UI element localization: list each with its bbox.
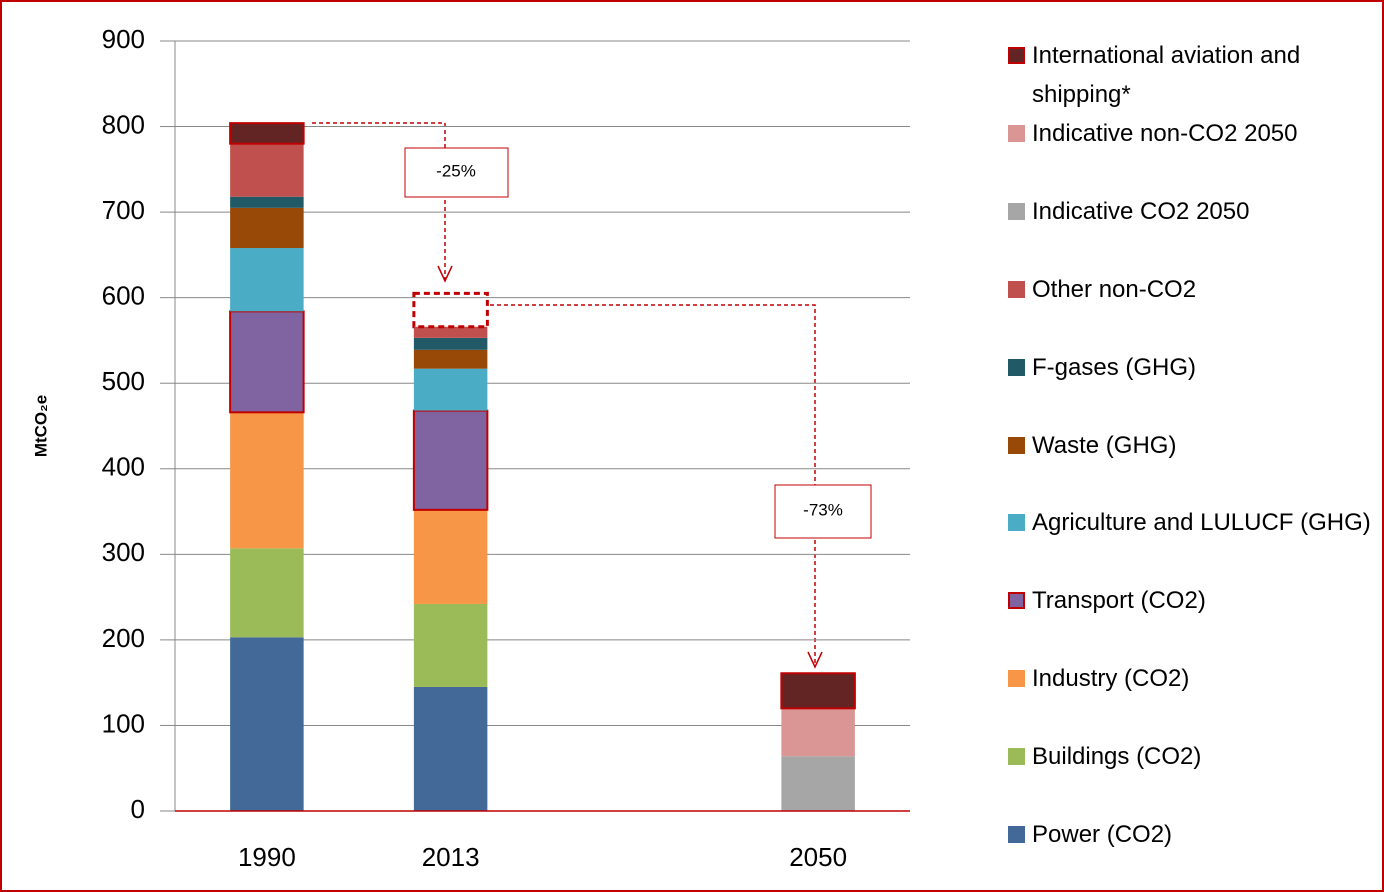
legend-marker [1008,748,1025,766]
legend-marker [1008,47,1025,64]
legend-marker [1008,436,1025,454]
bar-segment [413,326,488,338]
legend-entry: Indicative CO2 2050 [1008,192,1378,231]
arrow-head [807,651,823,669]
arrow [312,122,446,280]
x-tick-label: 1990 [238,842,296,872]
bar-segment [413,603,488,687]
bar-segment [230,637,304,811]
bar-segment [230,196,304,208]
legend-entry: Other non-CO2 [1008,270,1378,309]
legend-label: International aviation and shipping* [1032,42,1301,108]
annotation-box [404,147,509,198]
y-tick-label: 400 [102,452,145,482]
legend-entry: Industry (CO2) [1008,659,1378,698]
annotation-box [774,484,872,539]
y-tick-label: 200 [102,623,145,653]
bar-segment [230,207,304,249]
bar-segment [413,509,488,604]
bar-segment [230,548,304,638]
bar-segment [780,672,856,710]
legend-entry: Agriculture and LULUCF (GHG) [1008,503,1378,542]
legend-label: Agriculture and LULUCF (GHG) [1032,509,1371,537]
legend-entry: F-gases (GHG) [1008,348,1378,387]
annotation: -73% [803,500,843,519]
bar-segment [413,349,488,369]
legend-marker [1008,124,1025,142]
legend-marker [1008,202,1025,220]
y-axis-label: MtCO₂e [31,395,50,457]
legend-label: Transport (CO2) [1032,587,1206,615]
y-tick-label: 700 [102,195,145,225]
legend-entry: Buildings (CO2) [1008,737,1378,776]
legend-marker [1008,592,1025,610]
y-tick-label: 0 [131,794,145,824]
bar-segment [230,143,304,197]
y-tick-label: 300 [102,537,145,567]
y-tick-label: 100 [102,708,145,738]
legend-entry: Waste (GHG) [1008,426,1378,465]
legend-entry: International aviation and shipping* [1008,36,1378,114]
legend-label: Waste (GHG) [1032,431,1177,459]
legend-marker [1008,514,1025,532]
legend-entry: Indicative non-CO2 2050 [1008,114,1378,153]
y-tick-label: 600 [102,281,145,311]
annotation: -25% [436,161,476,180]
legend-label: Power (CO2) [1032,821,1173,848]
bar-segment [781,756,855,811]
legend-label: Buildings (CO2) [1032,743,1202,771]
bar-segment [412,409,489,511]
bar-segment [412,291,489,329]
x-tick-label: 2050 [789,842,847,872]
y-tick-label: 800 [102,109,145,139]
x-tick-label: 2013 [422,842,480,872]
legend-marker [1008,826,1025,843]
legend-marker [1008,670,1025,688]
y-tick-label: 500 [102,366,145,396]
bar-segment [229,122,305,145]
legend-entry: Power (CO2) [1008,815,1378,854]
bar-segment [781,708,855,757]
bar-segment [413,337,488,350]
bar-segment [229,310,305,414]
legend-label: Indicative CO2 2050 [1032,197,1250,225]
bar-segment [413,368,488,411]
arrow-head [437,265,453,283]
legend-label: Indicative non-CO2 2050 [1032,119,1298,147]
legend-label: Other non-CO2 [1032,275,1197,303]
legend-label: F-gases (GHG) [1032,353,1197,381]
bar-segment [230,248,304,312]
legend-marker [1008,280,1025,298]
bar-segment [413,686,488,811]
legend-label: Industry (CO2) [1032,665,1190,693]
legend-entry: Transport (CO2) [1008,581,1378,620]
bar-segment [230,412,304,549]
arrow [490,304,816,666]
legend-marker [1008,358,1025,376]
y-tick-label: 900 [102,24,145,54]
